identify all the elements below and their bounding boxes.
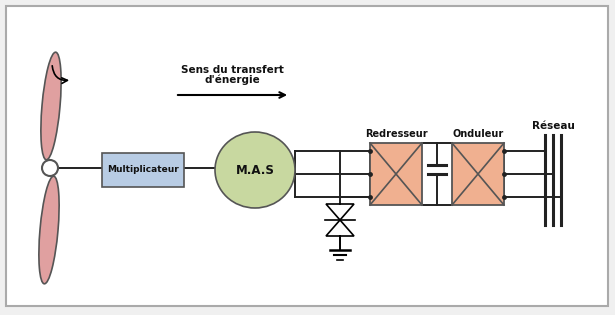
Ellipse shape xyxy=(39,176,59,284)
Text: Réseau: Réseau xyxy=(531,121,574,131)
Circle shape xyxy=(42,160,58,176)
Bar xyxy=(370,143,422,205)
Ellipse shape xyxy=(215,132,295,208)
Text: Multiplicateur: Multiplicateur xyxy=(107,165,179,175)
Bar xyxy=(102,153,184,187)
Text: Redresseur: Redresseur xyxy=(365,129,427,139)
Text: M.A.S: M.A.S xyxy=(236,163,274,176)
Text: Sens du transfert: Sens du transfert xyxy=(181,65,284,75)
Ellipse shape xyxy=(41,52,61,160)
Text: d'énergie: d'énergie xyxy=(205,75,260,85)
Text: Onduleur: Onduleur xyxy=(453,129,504,139)
Bar xyxy=(452,143,504,205)
